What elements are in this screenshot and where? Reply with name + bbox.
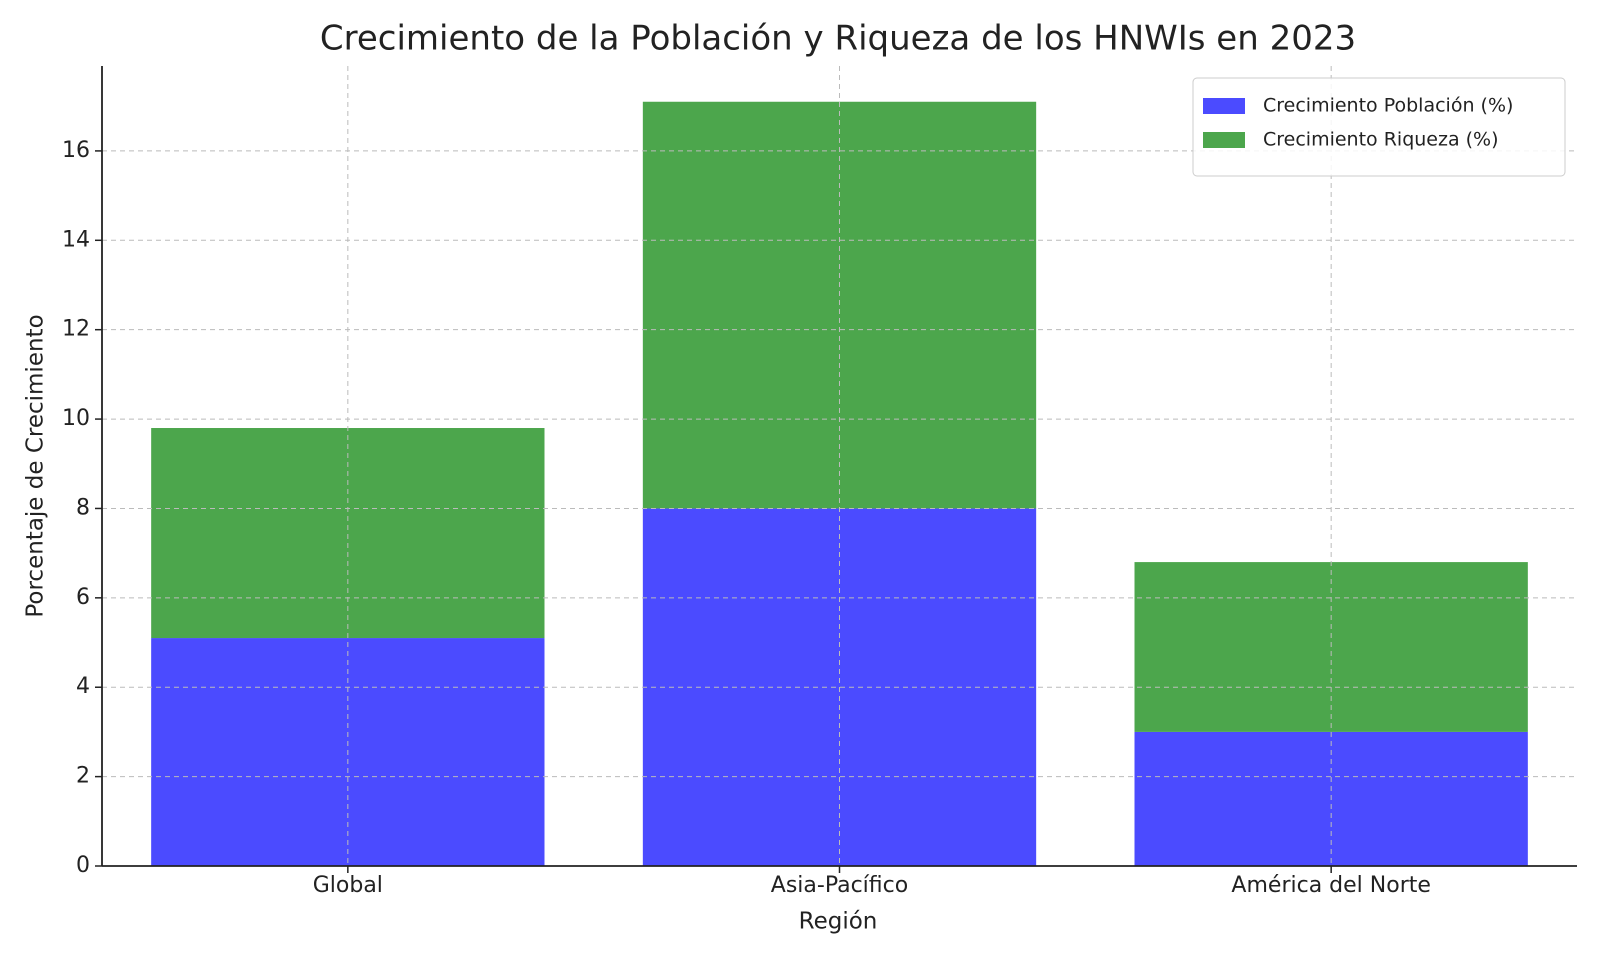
y-tick-label: 2 [76,764,90,789]
x-axis-label: Región [799,909,878,935]
legend-swatch [1203,98,1245,114]
y-tick-label: 8 [76,495,90,520]
y-tick-label: 14 [62,227,90,252]
legend-label: Crecimiento Población (%) [1263,95,1513,117]
legend-swatch [1203,132,1245,148]
y-tick-label: 12 [62,317,90,342]
x-tick-label: América del Norte [1231,873,1430,898]
y-tick-label: 16 [62,138,90,163]
legend-box [1192,77,1566,177]
y-tick-label: 10 [62,406,90,431]
y-tick-label: 6 [76,585,90,610]
x-tick-label: Asia-Pacífico [771,873,908,898]
x-tick-label: Global [313,873,383,898]
chart-title: Crecimiento de la Población y Riqueza de… [320,19,1356,59]
y-tick-label: 4 [76,674,90,699]
y-tick-label: 0 [76,853,90,878]
y-axis-label: Porcentaje de Crecimiento [23,314,49,617]
legend-label: Crecimiento Riqueza (%) [1263,129,1499,151]
